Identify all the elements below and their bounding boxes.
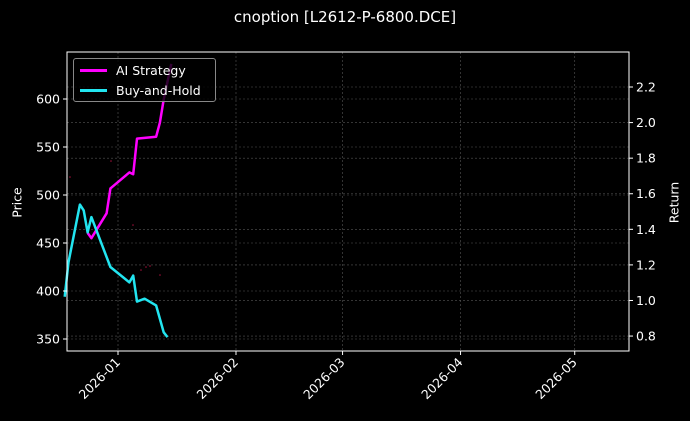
y2-axis-label: Return [666,181,682,224]
svg-text:500: 500 [36,188,60,203]
svg-text:350: 350 [36,332,60,347]
svg-text:2026-02: 2026-02 [194,355,242,403]
svg-text:550: 550 [36,140,60,155]
buy-and-hold-swatch-icon [80,88,107,92]
legend-item-ai-strategy: AI Strategy [80,61,186,79]
legend: AI Strategy Buy-and-Hold [73,58,216,102]
svg-text:1.2: 1.2 [636,257,656,272]
svg-text:2026-01: 2026-01 [76,355,124,403]
svg-text:2026-03: 2026-03 [300,355,348,403]
y-axis-label: Price [9,187,25,218]
legend-label: Buy-and-Hold [116,82,201,98]
svg-text:1.0: 1.0 [636,293,656,308]
svg-text:600: 600 [36,92,60,107]
svg-text:1.8: 1.8 [636,151,656,166]
ai-strategy-swatch-icon [80,68,107,72]
svg-text:2.2: 2.2 [636,80,656,95]
svg-text:1.6: 1.6 [636,186,656,201]
legend-label: AI Strategy [116,62,186,78]
svg-text:2026-04: 2026-04 [418,354,466,402]
series-line-ai-strategy [86,63,173,240]
series-line-buy-and-hold [63,203,169,338]
svg-text:1.4: 1.4 [636,222,656,237]
svg-text:2.0: 2.0 [636,115,656,130]
svg-text:0.8: 0.8 [636,329,656,344]
legend-item-buy-and-hold: Buy-and-Hold [80,81,201,99]
chart-title: cnoption [L2612-P-6800.DCE] [233,8,457,26]
svg-text:400: 400 [36,284,60,299]
svg-text:450: 450 [36,236,60,251]
svg-text:2026-05: 2026-05 [532,355,580,403]
